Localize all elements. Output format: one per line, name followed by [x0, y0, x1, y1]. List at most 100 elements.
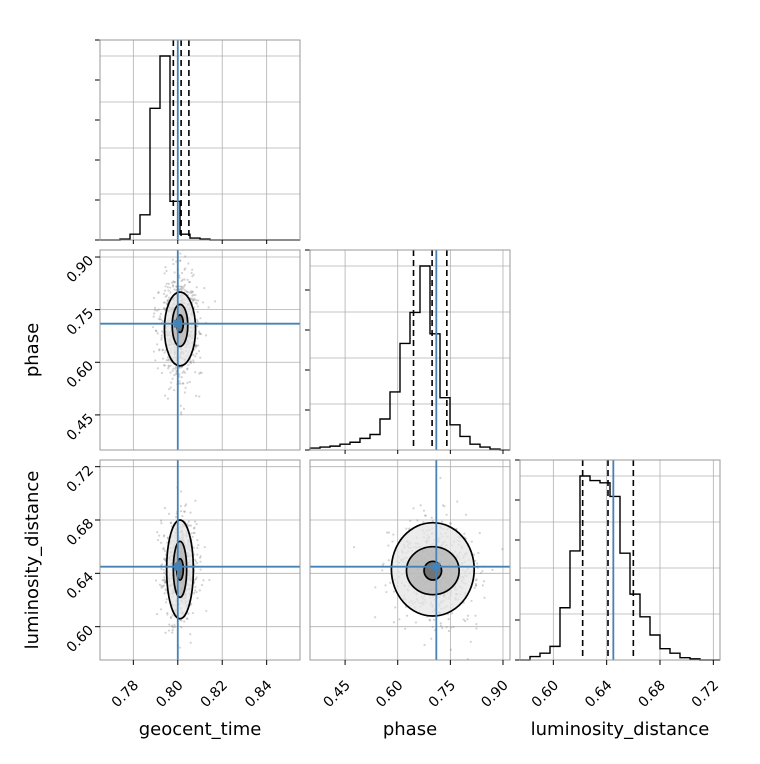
scatter-point	[171, 631, 174, 634]
hist-luminosity_distance-frame	[519, 459, 721, 661]
scatter-point	[183, 391, 186, 394]
scatter-point	[440, 520, 444, 523]
scatter-point	[187, 520, 190, 523]
scatter-point	[398, 618, 401, 621]
scatter-point	[199, 356, 202, 359]
scatter-2-frame	[309, 459, 511, 661]
scatter-point	[193, 558, 197, 561]
scatter-point	[387, 559, 390, 562]
scatter-point	[172, 284, 175, 287]
scatter-point	[163, 351, 166, 354]
scatter-point	[189, 661, 191, 663]
scatter-point	[479, 571, 483, 575]
scatter-point	[169, 616, 173, 620]
x-axis-phase: 0.45 0.60 0.75 0.90 phase	[321, 660, 512, 740]
scatter-point	[172, 367, 175, 370]
scatter-point	[152, 350, 156, 353]
scatter-panel-phase-luminosity_distance	[309, 459, 511, 661]
x-axis-label-luminosity_distance: luminosity_distance	[531, 719, 710, 740]
x-tick-label-phase: 0.45	[321, 678, 354, 711]
scatter-point	[169, 615, 173, 619]
x-axis-luminosity_distance: 0.60 0.64 0.68 0.72 luminosity_distance	[529, 660, 722, 740]
scatter-point	[169, 291, 172, 294]
y-tick-label-phase: 0.45	[64, 411, 97, 444]
scatter-point	[174, 515, 178, 519]
scatter-point	[160, 584, 163, 588]
scatter-point	[173, 288, 176, 291]
truth-marker	[173, 319, 182, 328]
scatter-point	[195, 286, 198, 289]
hist-step-phase	[309, 265, 510, 451]
scatter-point	[196, 538, 199, 542]
scatter-point	[152, 296, 156, 300]
scatter-point	[170, 381, 173, 384]
scatter-point	[450, 626, 453, 629]
scatter-point	[474, 614, 477, 617]
scatter-point	[430, 516, 433, 519]
x-tick-label-luminosity_distance: 0.68	[635, 678, 668, 711]
scatter-point	[175, 372, 178, 376]
scatter-point	[199, 317, 202, 320]
scatter-point	[412, 507, 415, 510]
scatter-point	[194, 499, 197, 502]
scatter-point	[464, 513, 468, 516]
scatter-point	[164, 631, 167, 634]
scatter-point	[164, 580, 167, 583]
scatter-point	[196, 546, 199, 550]
scatter-point	[192, 527, 196, 530]
scatter-point	[466, 614, 469, 617]
scatter-point	[196, 320, 199, 323]
scatter-point	[159, 608, 163, 611]
scatter-point	[472, 553, 476, 556]
scatter-point	[183, 288, 186, 291]
scatter-point	[186, 368, 189, 371]
scatter-point	[481, 584, 484, 587]
scatter-point	[422, 509, 426, 512]
scatter-point	[463, 532, 466, 535]
scatter-point	[192, 273, 195, 276]
scatter-point	[155, 613, 159, 616]
scatter-point	[449, 648, 452, 651]
scatter-point	[179, 382, 182, 385]
scatter-point	[178, 276, 181, 279]
scatter-point	[154, 329, 157, 332]
scatter-point	[196, 337, 199, 340]
scatter-point	[481, 569, 484, 573]
scatter-point	[171, 625, 174, 628]
scatter-point	[163, 364, 166, 367]
scatter-point	[194, 560, 198, 563]
scatter-point	[158, 315, 162, 318]
scatter-point	[195, 344, 199, 347]
scatter-point	[191, 611, 194, 615]
scatter-point	[164, 285, 167, 288]
contour-level-1	[405, 545, 460, 596]
scatter-point	[158, 534, 161, 537]
truth-marker	[432, 562, 441, 571]
scatter-point	[452, 625, 455, 629]
x-axis-label-geocent_time: geocent_time	[139, 719, 262, 740]
scatter-point	[178, 380, 181, 383]
scatter-point	[193, 297, 196, 300]
scatter-point	[153, 306, 157, 309]
scatter-point	[197, 299, 200, 302]
scatter-point	[198, 332, 201, 335]
scatter-point	[167, 365, 170, 368]
scatter-point	[192, 298, 195, 302]
x-minor-ticks-geocent_time	[132, 240, 268, 244]
scatter-point	[158, 318, 162, 321]
scatter-point	[163, 534, 166, 537]
y-axis-label-phase: phase	[22, 323, 43, 377]
scatter-point	[169, 371, 172, 374]
scatter-point	[207, 306, 210, 309]
scatter-point	[160, 586, 163, 589]
scatter-point	[191, 268, 194, 271]
scatter-point	[165, 589, 168, 592]
scatter-point	[180, 285, 183, 288]
x-tick-label-luminosity_distance: 0.60	[529, 678, 562, 711]
scatter-point	[166, 397, 170, 400]
scatter-point	[441, 626, 444, 630]
scatter-point	[156, 538, 160, 542]
scatter-point	[182, 285, 186, 288]
scatter-point	[501, 547, 504, 551]
